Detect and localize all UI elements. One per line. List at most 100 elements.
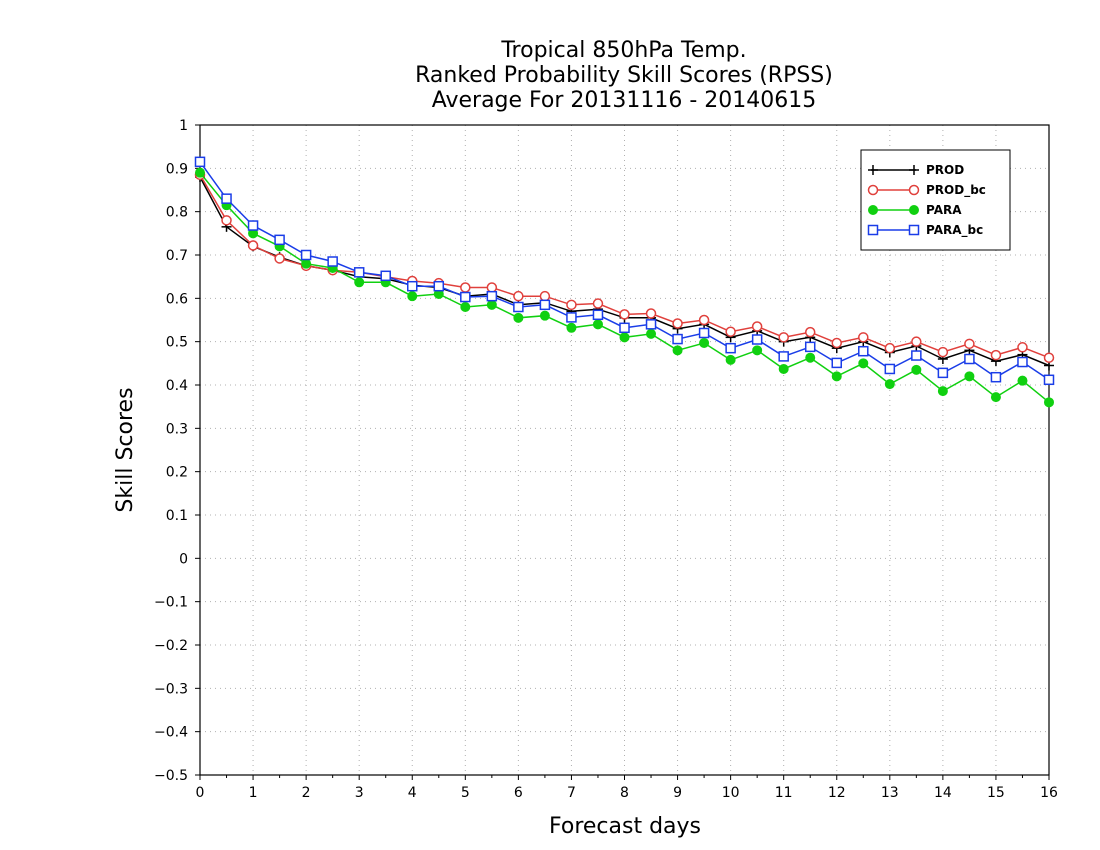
data-point-para bbox=[752, 345, 763, 356]
data-point-para-bc bbox=[513, 301, 524, 313]
data-point-prod-bc bbox=[831, 337, 842, 349]
legend-item-prod-bc: PROD_bc bbox=[867, 183, 986, 198]
grid-lines bbox=[200, 125, 1049, 775]
data-point-para bbox=[1044, 397, 1054, 408]
data-point-para-bc bbox=[221, 193, 232, 204]
y-tick-label: 0.2 bbox=[166, 465, 188, 481]
data-point-prod-bc bbox=[937, 346, 949, 358]
data-point-prod-bc bbox=[486, 282, 498, 293]
data-point-para bbox=[619, 332, 630, 343]
data-point-para bbox=[513, 312, 524, 323]
legend-label: PARA_bc bbox=[926, 223, 983, 238]
data-point-para-bc bbox=[831, 357, 842, 369]
data-point-para-bc bbox=[1017, 356, 1028, 368]
data-point-para-bc bbox=[725, 342, 736, 354]
x-tick-label: 1 bbox=[249, 785, 258, 801]
data-point-prod-bc bbox=[566, 299, 577, 311]
data-point-prod-bc bbox=[725, 326, 736, 337]
data-point-para-bc bbox=[592, 309, 604, 321]
data-point-prod-bc bbox=[1043, 352, 1055, 363]
y-tick-label: 0.8 bbox=[166, 205, 188, 221]
x-tick-label: 2 bbox=[302, 785, 311, 801]
axis-ticks: 0 1 2 3 4 5 6 7 8 9 10 11 12 13 14 15 16−0.5−0.4−0.3−0.2… bbox=[154, 118, 1058, 801]
y-axis-label: Skill Scores bbox=[113, 387, 138, 512]
legend-marker bbox=[908, 184, 920, 196]
x-tick-label: 8 bbox=[620, 785, 629, 801]
series-para-bc bbox=[194, 156, 1055, 386]
data-point-para-bc bbox=[858, 345, 869, 357]
data-point-prod-bc bbox=[1017, 342, 1028, 353]
data-point-para-bc bbox=[937, 367, 949, 379]
data-point-para bbox=[858, 358, 869, 369]
data-point-prod-bc bbox=[990, 349, 1002, 361]
data-point-prod-bc bbox=[645, 308, 657, 319]
x-tick-label: 4 bbox=[408, 785, 417, 801]
y-tick-label: 1 bbox=[179, 118, 188, 134]
data-point-para bbox=[486, 299, 497, 310]
legend-marker bbox=[867, 184, 879, 196]
data-point-para-bc bbox=[645, 319, 657, 330]
title-line-2: Ranked Probability Skill Scores (RPSS) bbox=[415, 63, 833, 88]
chart-title: Tropical 850hPa Temp. Ranked Probability… bbox=[415, 38, 833, 113]
data-point-prod-bc bbox=[858, 332, 869, 343]
y-tick-label: 0.7 bbox=[166, 248, 188, 264]
data-point-prod-bc bbox=[698, 314, 710, 326]
legend-marker bbox=[909, 165, 919, 175]
legend-marker bbox=[909, 205, 919, 215]
data-point-prod-bc bbox=[539, 290, 551, 302]
y-tick-label: −0.1 bbox=[154, 595, 188, 611]
y-tick-label: 0.4 bbox=[166, 378, 188, 394]
data-point-para bbox=[407, 291, 418, 302]
title-line-1: Tropical 850hPa Temp. bbox=[500, 38, 746, 63]
data-point-para bbox=[301, 258, 312, 269]
data-point-para bbox=[354, 277, 365, 288]
x-tick-label: 0 bbox=[196, 785, 205, 801]
data-point-para bbox=[566, 322, 577, 333]
data-point-para bbox=[672, 345, 683, 356]
data-point-prod-bc bbox=[221, 215, 232, 226]
data-point-prod-bc bbox=[778, 332, 789, 343]
data-point-prod-bc bbox=[460, 282, 471, 293]
data-point-prod-bc bbox=[274, 253, 285, 264]
legend-item-para: PARA bbox=[868, 203, 962, 217]
data-point-para-bc bbox=[274, 234, 285, 246]
x-tick-label: 3 bbox=[355, 785, 364, 801]
data-point-para-bc bbox=[539, 299, 551, 311]
data-point-para bbox=[725, 354, 736, 365]
y-tick-label: 0.3 bbox=[166, 421, 188, 437]
data-point-para bbox=[911, 364, 922, 375]
data-point-prod-bc bbox=[672, 318, 683, 329]
y-tick-label: 0.9 bbox=[166, 161, 188, 177]
data-point-para-bc bbox=[778, 351, 789, 362]
data-point-prod-bc bbox=[964, 338, 975, 350]
data-point-para bbox=[990, 392, 1001, 403]
data-point-prod-bc bbox=[247, 240, 259, 251]
data-point-prod-bc bbox=[804, 326, 816, 338]
y-tick-label: 0 bbox=[179, 551, 188, 567]
x-tick-label: 14 bbox=[934, 785, 952, 801]
data-point-para bbox=[778, 363, 789, 374]
y-tick-label: 0.5 bbox=[166, 335, 188, 351]
data-point-para bbox=[884, 379, 895, 390]
data-point-para-bc bbox=[247, 220, 259, 231]
x-tick-label: 16 bbox=[1040, 785, 1058, 801]
data-point-para-bc bbox=[566, 312, 577, 323]
data-point-para-bc bbox=[804, 341, 816, 353]
title-line-3: Average For 20131116 - 20140615 bbox=[432, 88, 817, 113]
data-point-para bbox=[646, 328, 657, 339]
data-point-para-bc bbox=[672, 333, 683, 345]
data-point-prod-bc bbox=[911, 336, 922, 347]
data-point-para bbox=[539, 310, 550, 321]
data-point-para bbox=[805, 352, 816, 363]
y-tick-label: 0.1 bbox=[166, 508, 188, 524]
data-point-para-bc bbox=[353, 267, 365, 278]
data-point-para bbox=[964, 371, 975, 382]
x-tick-label: 11 bbox=[775, 785, 793, 801]
data-point-para bbox=[699, 337, 710, 348]
data-point-para bbox=[831, 371, 842, 382]
y-tick-label: 0.6 bbox=[166, 291, 188, 307]
data-point-para-bc bbox=[698, 327, 710, 339]
legend-marker bbox=[908, 224, 920, 236]
data-point-para-bc bbox=[911, 350, 922, 361]
